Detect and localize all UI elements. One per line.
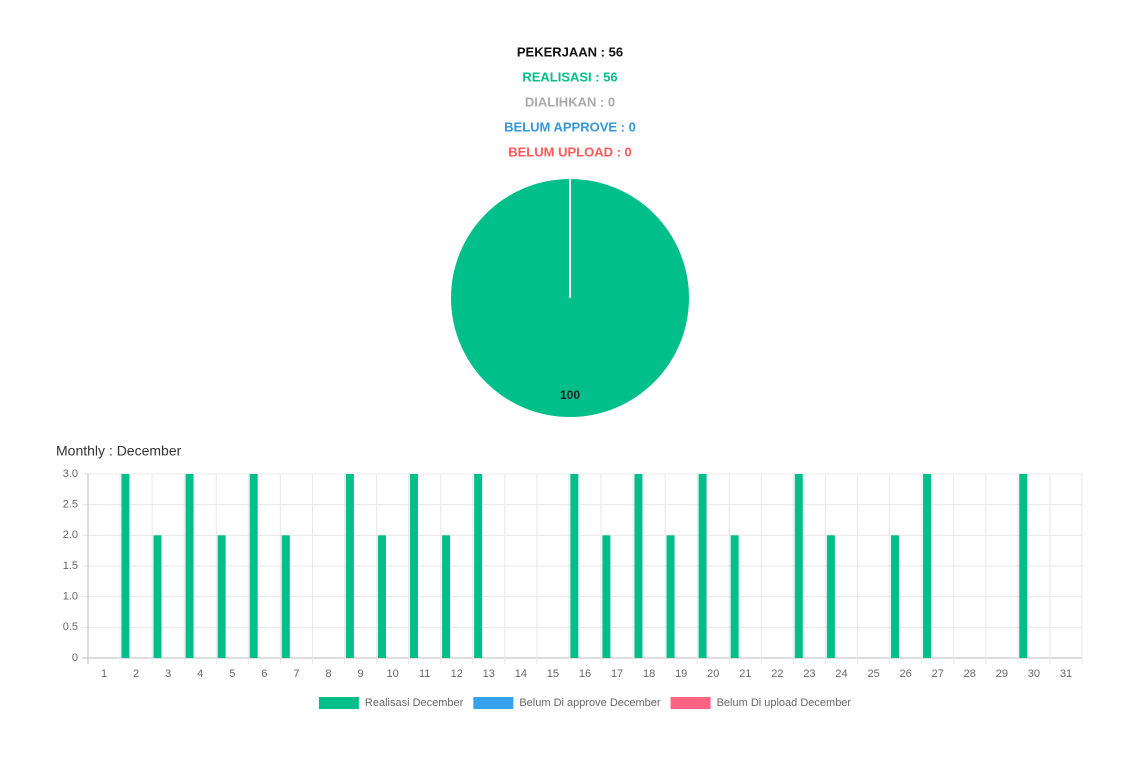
bar: [666, 535, 675, 658]
legend-label: Belum Di upload December: [717, 697, 852, 709]
summary-line: DIALIHKAN : 0: [525, 94, 615, 109]
x-tick-label: 14: [515, 668, 527, 680]
x-tick-label: 22: [771, 668, 783, 680]
bar: [794, 474, 803, 658]
bar: [442, 535, 451, 658]
bar: [923, 474, 932, 658]
x-tick-label: 26: [900, 668, 912, 680]
summary-line: REALISASI : 56: [522, 69, 617, 84]
bar: [474, 474, 483, 658]
bar: [377, 535, 386, 658]
x-tick-label: 12: [451, 668, 463, 680]
x-tick-label: 28: [964, 668, 976, 680]
bar: [634, 474, 643, 658]
x-tick-label: 15: [547, 668, 559, 680]
bar: [602, 535, 611, 658]
legend-swatch: [473, 697, 514, 709]
x-tick-label: 25: [867, 668, 879, 680]
bar: [121, 474, 130, 658]
summary-line: BELUM APPROVE : 0: [504, 119, 636, 134]
x-tick-label: 11: [419, 668, 430, 680]
x-tick-label: 13: [483, 668, 495, 680]
x-tick-label: 19: [675, 668, 687, 680]
bar: [345, 474, 354, 658]
legend-label: Belum Di approve December: [519, 697, 661, 709]
y-tick-label: 1.5: [63, 560, 78, 572]
x-tick-label: 4: [197, 668, 203, 680]
x-tick-label: 1: [101, 668, 107, 680]
y-tick-label: 0: [72, 652, 78, 664]
x-tick-label: 3: [165, 668, 171, 680]
slice-label: 100: [560, 388, 580, 402]
chart-title: Monthly : December: [56, 443, 182, 459]
x-tick-label: 27: [932, 668, 944, 680]
bar: [410, 474, 419, 658]
bar: [217, 535, 226, 658]
y-tick-label: 3.0: [63, 468, 78, 480]
x-tick-label: 8: [325, 668, 331, 680]
y-tick-label: 2.5: [63, 499, 78, 511]
x-tick-label: 23: [803, 668, 815, 680]
x-tick-label: 7: [293, 668, 299, 680]
x-tick-label: 17: [611, 668, 623, 680]
legend-label: Realisasi December: [365, 697, 464, 709]
x-tick-label: 29: [996, 668, 1008, 680]
x-tick-label: 16: [579, 668, 591, 680]
y-tick-label: 2.0: [63, 529, 78, 541]
bar: [281, 535, 290, 658]
x-tick-label: 24: [835, 668, 847, 680]
bar: [1019, 474, 1028, 658]
x-tick-label: 6: [261, 668, 267, 680]
y-tick-label: 0.5: [63, 621, 78, 633]
bar: [153, 535, 162, 658]
x-tick-label: 21: [739, 668, 751, 680]
bar: [730, 535, 739, 658]
x-tick-label: 18: [643, 668, 655, 680]
x-tick-label: 30: [1028, 668, 1040, 680]
y-tick-label: 1.0: [63, 591, 78, 603]
bar: [826, 535, 835, 658]
summary-line: BELUM UPLOAD : 0: [508, 144, 632, 159]
x-tick-label: 10: [386, 668, 398, 680]
bar: [570, 474, 579, 658]
bar: [890, 535, 899, 658]
x-tick-label: 9: [357, 668, 363, 680]
bar: [698, 474, 707, 658]
legend-swatch: [318, 697, 359, 709]
legend-swatch: [670, 697, 711, 709]
x-tick-label: 20: [707, 668, 719, 680]
x-tick-label: 5: [229, 668, 235, 680]
bar: [249, 474, 258, 658]
bar: [185, 474, 194, 658]
x-tick-label: 31: [1060, 668, 1072, 680]
x-tick-label: 2: [133, 668, 139, 680]
summary-line: PEKERJAAN : 56: [517, 44, 623, 59]
